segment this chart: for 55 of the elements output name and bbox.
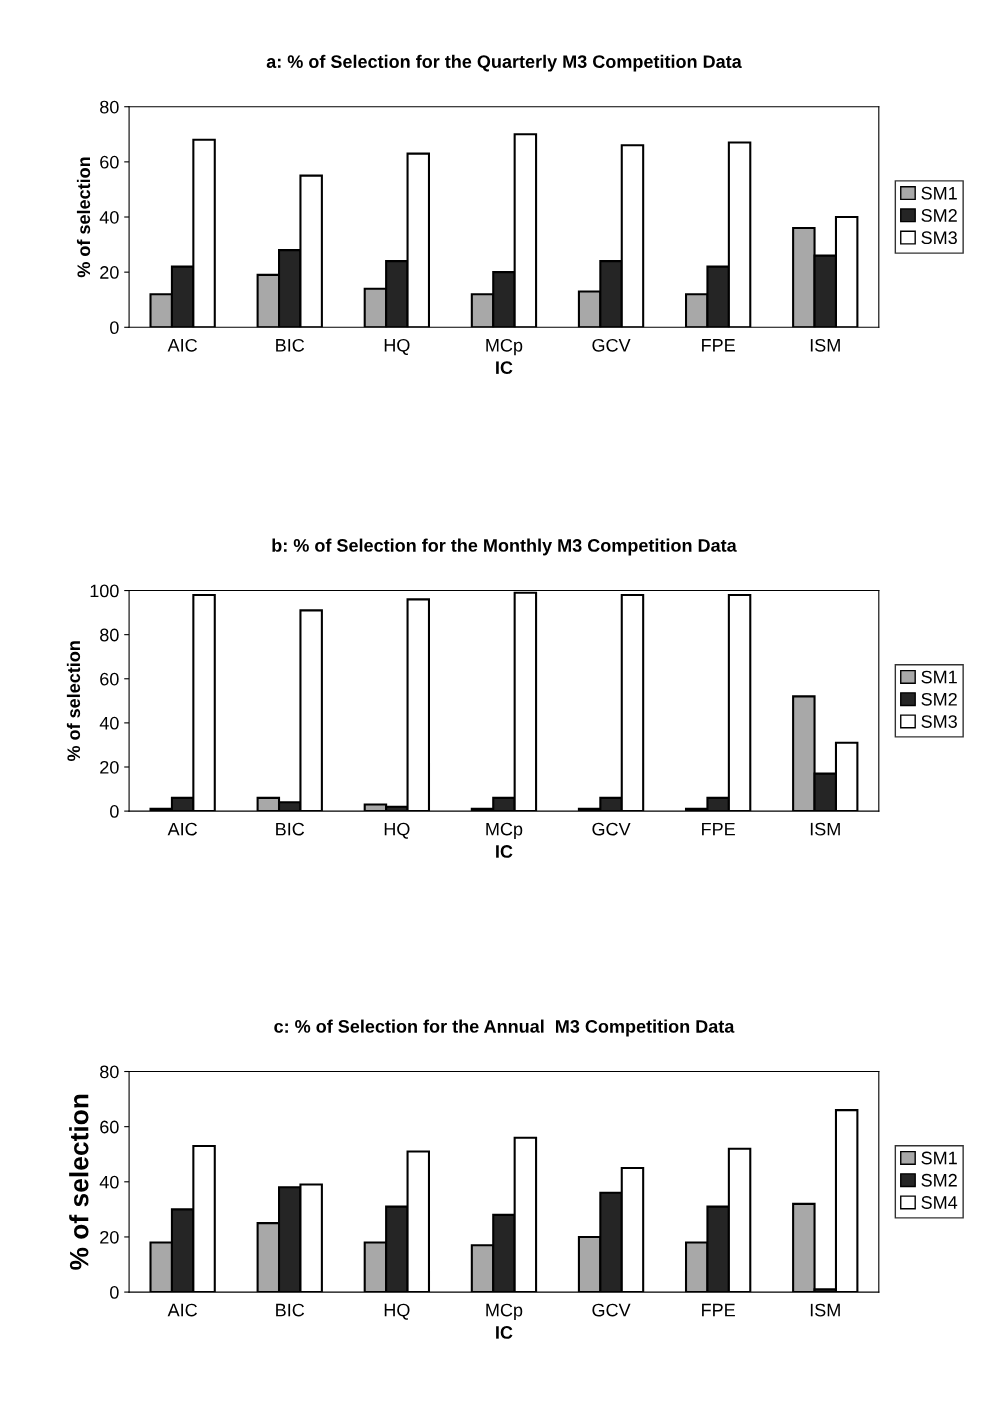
x-tick-label: GCV	[592, 338, 631, 352]
y-tick-label: 0	[110, 321, 119, 335]
y-axis-title: % of selection	[76, 157, 91, 278]
y-tick-label: 60	[100, 672, 119, 686]
y-tick-label: 40	[99, 1175, 119, 1189]
x-tick-label: ISM	[810, 1303, 840, 1317]
y-tick-label: 40	[99, 716, 119, 730]
x-tick-label: HQ	[384, 1303, 410, 1320]
legend-label: SM2	[921, 692, 957, 706]
x-tick-label: BIC	[276, 1303, 305, 1317]
x-tick-label: HQ	[384, 822, 410, 839]
y-tick-label: 60	[100, 155, 119, 169]
legend-label: SM1	[921, 186, 957, 200]
legend-label: SM1	[921, 670, 957, 684]
x-tick-label: HQ	[384, 338, 410, 355]
x-tick-label: MCp	[486, 1303, 523, 1321]
x-tick-label: BIC	[276, 338, 305, 352]
x-tick-label: GCV	[592, 822, 631, 836]
y-tick-label: 20	[100, 760, 119, 774]
x-tick-label: MCp	[486, 338, 523, 356]
y-tick-label: 80	[100, 628, 119, 642]
x-axis-title: IC	[496, 845, 513, 858]
x-tick-label: GCV	[592, 1303, 631, 1317]
legend-label: SM1	[921, 1151, 957, 1165]
x-axis-title: IC	[496, 1326, 513, 1339]
y-tick-label: 40	[99, 210, 119, 224]
y-tick-label: 20	[100, 266, 119, 279]
y-axis-title: % of selection	[69, 1094, 89, 1270]
chart-title: a: % of Selection for the Quarterly M3 Competition Data	[266, 54, 742, 72]
x-tick-label: FPE	[702, 822, 735, 836]
x-tick-label: AIC	[167, 1303, 197, 1317]
legend-label: SM3	[921, 231, 957, 245]
x-tick-label: FPE	[702, 339, 735, 352]
y-tick-label: 60	[100, 1120, 119, 1134]
x-tick-label: FPE	[702, 1303, 735, 1317]
y-tick-label: 0	[110, 1286, 119, 1299]
y-tick-label: 80	[100, 1065, 119, 1079]
y-axis-title: % of selection	[66, 641, 81, 762]
x-tick-label: ISM	[810, 822, 840, 836]
y-tick-label: 80	[100, 100, 119, 114]
y-tick-label: 0	[110, 805, 119, 818]
x-tick-label: MCp	[486, 822, 523, 840]
legend-label: SM3	[921, 715, 957, 728]
x-axis-title: IC	[496, 361, 513, 375]
legend-label: SM4	[921, 1196, 958, 1209]
chart-title: c: % of Selection for the Annual M3 Competition Data	[274, 1019, 735, 1037]
x-tick-label: BIC	[276, 822, 305, 836]
x-tick-label: AIC	[167, 822, 197, 836]
chart-title: b: % of Selection for the Monthly M3 Competition Data	[272, 538, 737, 556]
x-tick-label: ISM	[810, 338, 840, 352]
x-tick-label: AIC	[167, 338, 197, 352]
y-tick-label: 20	[100, 1230, 119, 1244]
legend-label: SM2	[921, 209, 957, 222]
y-tick-label: 100	[90, 584, 119, 598]
legend-label: SM2	[921, 1173, 957, 1187]
